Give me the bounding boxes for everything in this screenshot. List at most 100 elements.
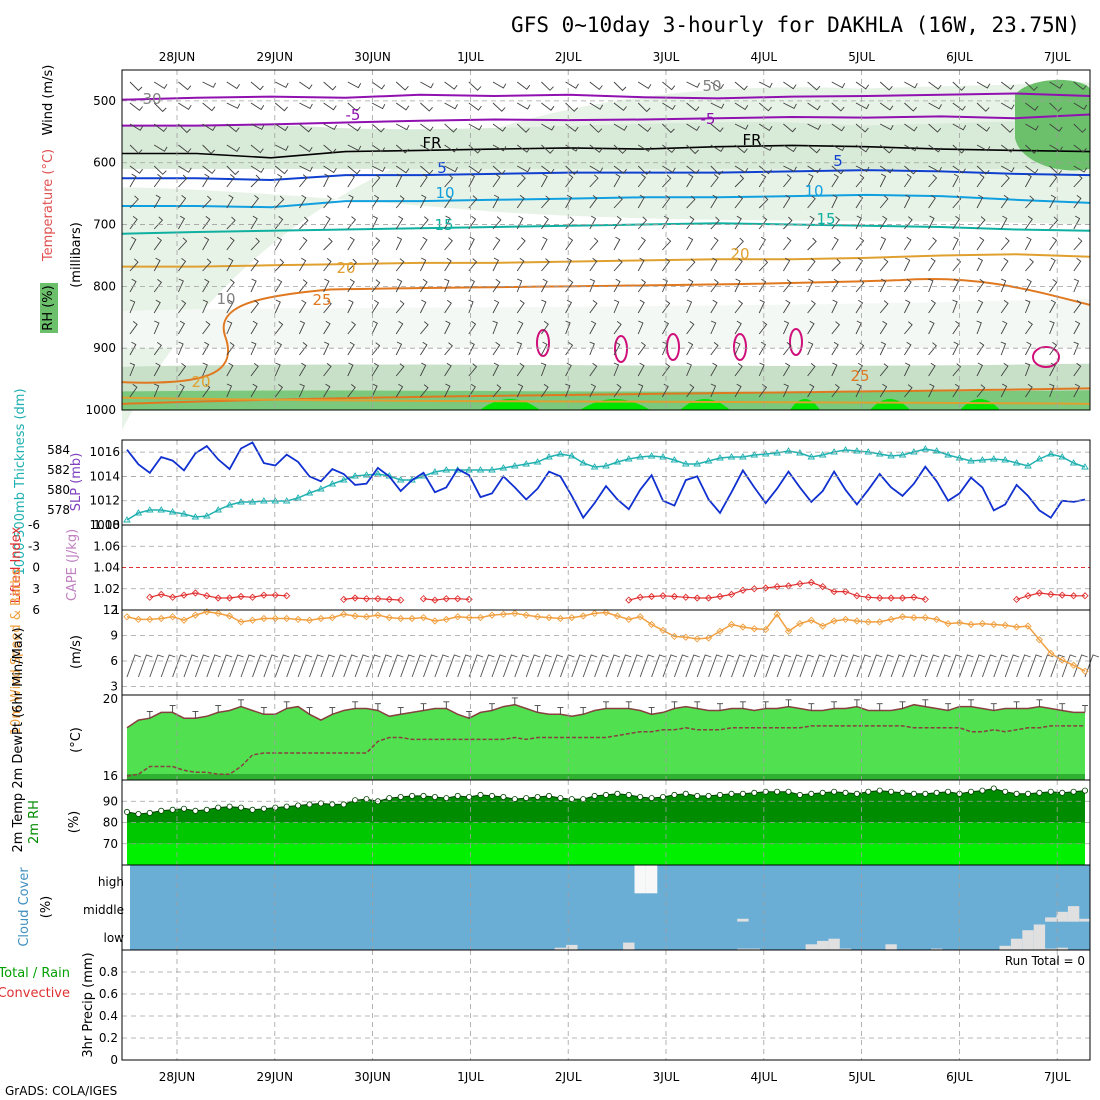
wind-barb bbox=[686, 278, 694, 293]
contour-label: 15 bbox=[434, 216, 453, 234]
wind-barb bbox=[710, 144, 724, 153]
wind-barb bbox=[662, 300, 671, 314]
wind-barb bbox=[710, 383, 717, 398]
rh-point bbox=[1070, 788, 1077, 795]
wind-barb bbox=[928, 194, 936, 209]
wind10-barb bbox=[616, 654, 632, 678]
rh-point bbox=[705, 792, 712, 799]
wind-barb bbox=[589, 341, 595, 356]
lifted-index-point bbox=[796, 580, 804, 588]
wind-barb bbox=[589, 102, 604, 110]
wind-barb bbox=[734, 363, 743, 377]
wind-barb bbox=[758, 81, 773, 89]
wind-barb bbox=[565, 257, 572, 272]
wind-barb bbox=[783, 362, 791, 377]
temp-minmax-bar bbox=[945, 703, 952, 711]
wind-barb bbox=[540, 362, 547, 377]
wind-barb bbox=[468, 363, 478, 377]
temp-minmax-bar bbox=[990, 703, 997, 711]
wind-barb bbox=[1049, 102, 1063, 112]
wind10-point bbox=[248, 616, 257, 624]
wind-barb bbox=[178, 81, 192, 91]
y-tick-label: 0.6 bbox=[99, 987, 118, 1001]
wind10-point bbox=[511, 609, 519, 618]
y-tick-label: 900 bbox=[93, 341, 116, 355]
temp-minmax-bar bbox=[260, 707, 267, 715]
wind-barb bbox=[613, 321, 622, 335]
cloud-bar bbox=[999, 945, 1011, 951]
wind-barb bbox=[1025, 278, 1032, 293]
wind-barb bbox=[129, 341, 137, 356]
wind-barb bbox=[395, 123, 410, 131]
wind10-barb bbox=[206, 654, 221, 678]
wind10-point bbox=[488, 611, 496, 619]
wind-barb bbox=[299, 299, 307, 314]
wind-barb bbox=[831, 102, 845, 112]
wind-barb bbox=[952, 236, 959, 251]
lifted-index-point bbox=[682, 593, 690, 601]
contour-label: 5 bbox=[437, 159, 447, 177]
wind-barb bbox=[686, 216, 695, 230]
thickness-point bbox=[374, 470, 382, 477]
wind-barb bbox=[323, 144, 337, 154]
wind-barb bbox=[274, 216, 284, 230]
wind-barb bbox=[541, 195, 551, 209]
wind10-barb bbox=[468, 654, 484, 678]
wind-barb bbox=[129, 299, 136, 314]
wind-barb bbox=[250, 81, 264, 91]
lifted-index-point bbox=[1069, 592, 1078, 600]
wind10-barb bbox=[354, 654, 370, 678]
y-tick-label: 6 bbox=[110, 654, 118, 668]
lifted-index-point bbox=[670, 592, 679, 601]
wind-barb bbox=[323, 300, 332, 314]
wind-barb bbox=[734, 102, 749, 111]
wind-barb bbox=[541, 173, 548, 188]
wind-barb bbox=[274, 123, 289, 132]
wind-barb bbox=[686, 81, 701, 88]
wind-barb bbox=[395, 341, 403, 356]
wind-barb bbox=[1000, 299, 1009, 314]
wind-barb bbox=[226, 279, 235, 293]
wind-barb bbox=[565, 383, 571, 398]
thickness-point bbox=[910, 448, 918, 455]
y-tick-label: 3 bbox=[32, 582, 40, 596]
wind-barb bbox=[1049, 299, 1057, 314]
upper-panel-frame bbox=[121, 69, 1091, 411]
wind-barb bbox=[202, 195, 212, 209]
slp-panel-frame bbox=[121, 439, 1091, 526]
wind10-barb bbox=[491, 654, 507, 678]
lifted-index-point bbox=[876, 594, 884, 602]
lifted-index-point bbox=[1081, 592, 1089, 600]
wind-barb bbox=[250, 320, 258, 335]
wind-barb bbox=[468, 320, 477, 335]
wind10-barb bbox=[320, 654, 336, 678]
wind-barb bbox=[226, 299, 234, 314]
lifted-index-point bbox=[647, 592, 656, 601]
wind-barb bbox=[903, 194, 911, 209]
wind-barb bbox=[153, 165, 167, 175]
rh-point bbox=[511, 796, 518, 803]
wind-barb bbox=[879, 123, 894, 131]
wind-barb bbox=[371, 165, 386, 173]
cloud-bar bbox=[817, 940, 829, 950]
wind-barb bbox=[783, 165, 797, 172]
wind10-barb bbox=[126, 654, 142, 678]
wind-barb bbox=[637, 165, 651, 175]
cloud-bar bbox=[554, 947, 567, 950]
y-tick-label: 1014 bbox=[89, 469, 120, 483]
rh-point bbox=[648, 795, 655, 802]
wind-barb bbox=[758, 236, 767, 251]
rh-legend-swatch bbox=[40, 283, 58, 333]
wind-barb bbox=[879, 81, 893, 91]
wind10-point bbox=[636, 613, 644, 621]
wind10-units-label: (m/s) bbox=[69, 635, 84, 669]
wind-barb bbox=[371, 383, 378, 398]
rh-point bbox=[933, 789, 940, 796]
wind10-point bbox=[876, 618, 884, 626]
thickness-point bbox=[225, 501, 234, 508]
wind-barb bbox=[395, 320, 404, 335]
wind10-point bbox=[180, 616, 188, 624]
wind-barb bbox=[323, 363, 332, 377]
wind-barb bbox=[1025, 215, 1033, 230]
temp-minmax-bar bbox=[511, 697, 518, 705]
